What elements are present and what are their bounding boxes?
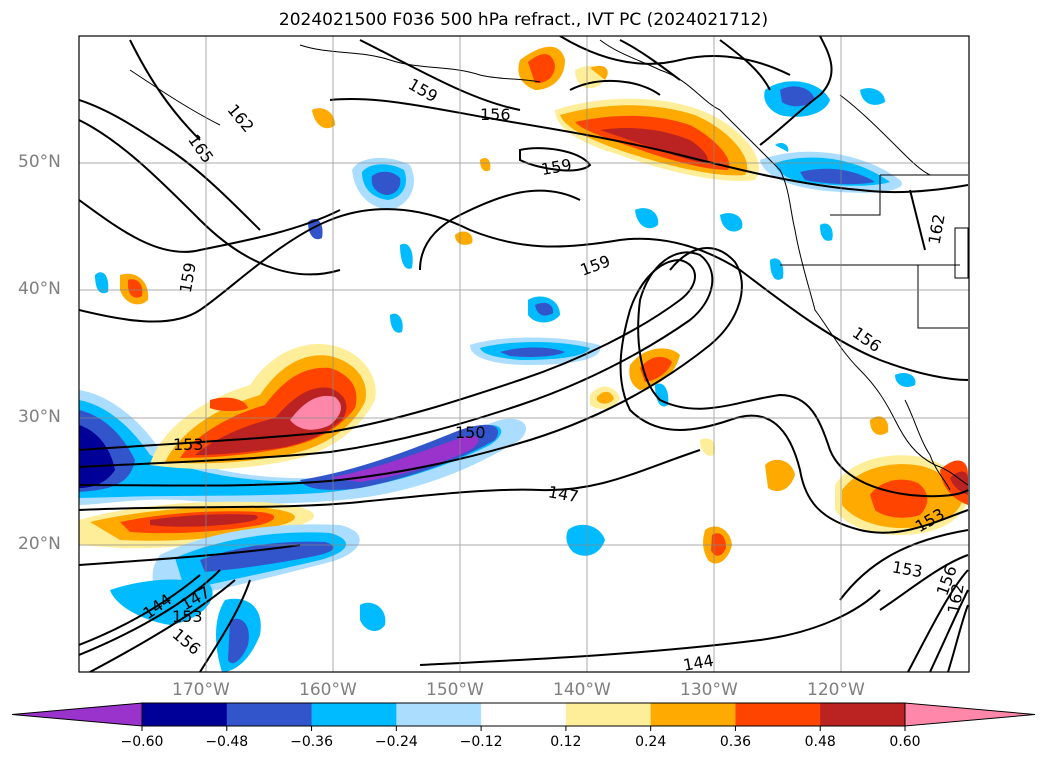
contour-label: 159 <box>578 251 613 279</box>
colorbar-tick-label: −0.36 <box>290 734 333 750</box>
shaded-anomalies <box>79 46 968 672</box>
colorbar <box>11 702 1036 731</box>
contour-label: 150 <box>455 423 486 442</box>
colorbar-segment <box>820 703 906 726</box>
contour-label: 153 <box>891 557 924 581</box>
lon-label-130w: 130°W <box>680 680 738 700</box>
contour-label: 153 <box>172 607 203 626</box>
height-contours <box>79 36 969 672</box>
lon-label-170w: 170°W <box>172 680 230 700</box>
colorbar-tick-label: 0.36 <box>719 734 752 750</box>
lat-label-30n: 30°N <box>18 407 61 427</box>
contour-label: 156 <box>480 105 511 124</box>
lon-label-150w: 150°W <box>426 680 484 700</box>
colorbar-tick-label: −0.24 <box>374 734 418 750</box>
lon-label-140w: 140°W <box>553 680 611 700</box>
colorbar-extend-min <box>11 702 143 727</box>
contour-label: 144 <box>682 651 715 675</box>
colorbar-segment <box>311 703 397 726</box>
colorbar-tick-label: 0.12 <box>550 734 582 750</box>
gridlines <box>79 36 969 672</box>
lon-label-120w: 120°W <box>807 680 865 700</box>
lat-label-20n: 20°N <box>18 534 61 554</box>
coastline <box>129 39 969 491</box>
colorbar-segment <box>650 703 736 726</box>
contour-label: 162 <box>224 100 258 136</box>
colorbar-segment <box>396 703 482 726</box>
colorbar-frame <box>141 702 906 727</box>
map-frame <box>78 35 970 673</box>
contour-label: 156 <box>169 625 205 659</box>
contour-label: 162 <box>925 212 949 245</box>
lat-label-40n: 40°N <box>18 279 61 299</box>
colorbar-segment <box>142 703 228 726</box>
map-title: 2024021500 F036 500 hPa refract., IVT PC… <box>278 10 769 30</box>
colorbar-segment <box>226 703 313 726</box>
contour-label: 159 <box>176 261 200 294</box>
colorbar-segment <box>565 703 652 726</box>
colorbar-tick-label: 0.24 <box>635 734 667 750</box>
colorbar-segment <box>481 703 567 726</box>
colorbar-tick-label: −0.60 <box>120 734 164 750</box>
lat-label-50n: 50°N <box>18 152 61 172</box>
colorbar-tick-label: 0.60 <box>889 734 921 750</box>
contour-label: 162 <box>944 582 968 615</box>
colorbar-tick-label: 0.48 <box>804 734 836 750</box>
colorbar-tick-label: −0.12 <box>459 734 503 750</box>
lon-label-160w: 160°W <box>299 680 357 700</box>
contour-label: 156 <box>849 323 885 356</box>
colorbar-segment <box>735 703 821 726</box>
contour-label: 159 <box>540 155 573 179</box>
colorbar-tick-label: −0.48 <box>205 734 249 750</box>
contour-label: 147 <box>547 482 580 506</box>
contour-label: 165 <box>184 131 217 167</box>
colorbar-extend-max <box>904 702 1036 727</box>
contour-label: 153 <box>173 435 204 454</box>
